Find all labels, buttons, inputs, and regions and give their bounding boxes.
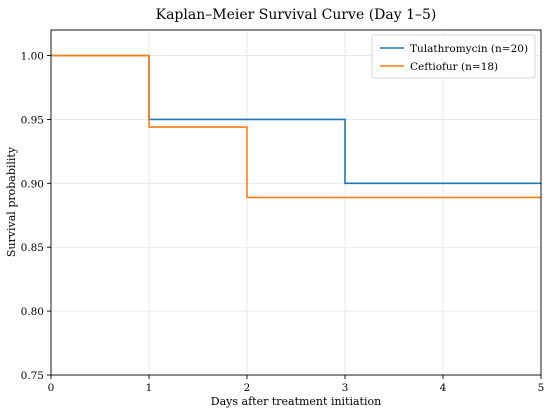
series-line-ceftiofur [51, 54, 541, 199]
y-axis-label: Survival probability [5, 146, 18, 257]
y-tick-label: 1.00 [21, 51, 44, 63]
x-axis-label: Days after treatment initiation [211, 395, 381, 408]
x-tick-label: 3 [342, 382, 349, 394]
x-tick-label: 1 [146, 382, 153, 394]
axis-ticks: 0 1 2 3 4 5 0.75 0.80 0.85 0.90 0.95 1.00 [21, 51, 545, 394]
x-tick-label: 5 [538, 382, 545, 394]
x-tick-label: 4 [440, 382, 447, 394]
y-tick-label: 0.85 [21, 242, 44, 254]
legend-label-tulathromycin: Tulathromycin (n=20) [410, 43, 528, 55]
y-tick-label: 0.80 [21, 306, 44, 318]
y-tick-label: 0.75 [21, 370, 44, 382]
legend-box [371, 34, 536, 79]
legend-label-ceftiofur: Ceftiofur (n=18) [410, 61, 498, 73]
plot-frame [50, 29, 542, 376]
x-tick-label: 0 [48, 382, 55, 394]
y-tick-label: 0.95 [21, 114, 44, 126]
y-tick-label: 0.90 [21, 178, 44, 190]
grid-lines [50, 30, 542, 376]
chart-title: Kaplan–Meier Survival Curve (Day 1–5) [156, 7, 437, 23]
legend: Tulathromycin (n=20) Ceftiofur (n=18) [371, 34, 536, 79]
x-tick-label: 2 [244, 382, 251, 394]
series-lines [51, 54, 541, 199]
